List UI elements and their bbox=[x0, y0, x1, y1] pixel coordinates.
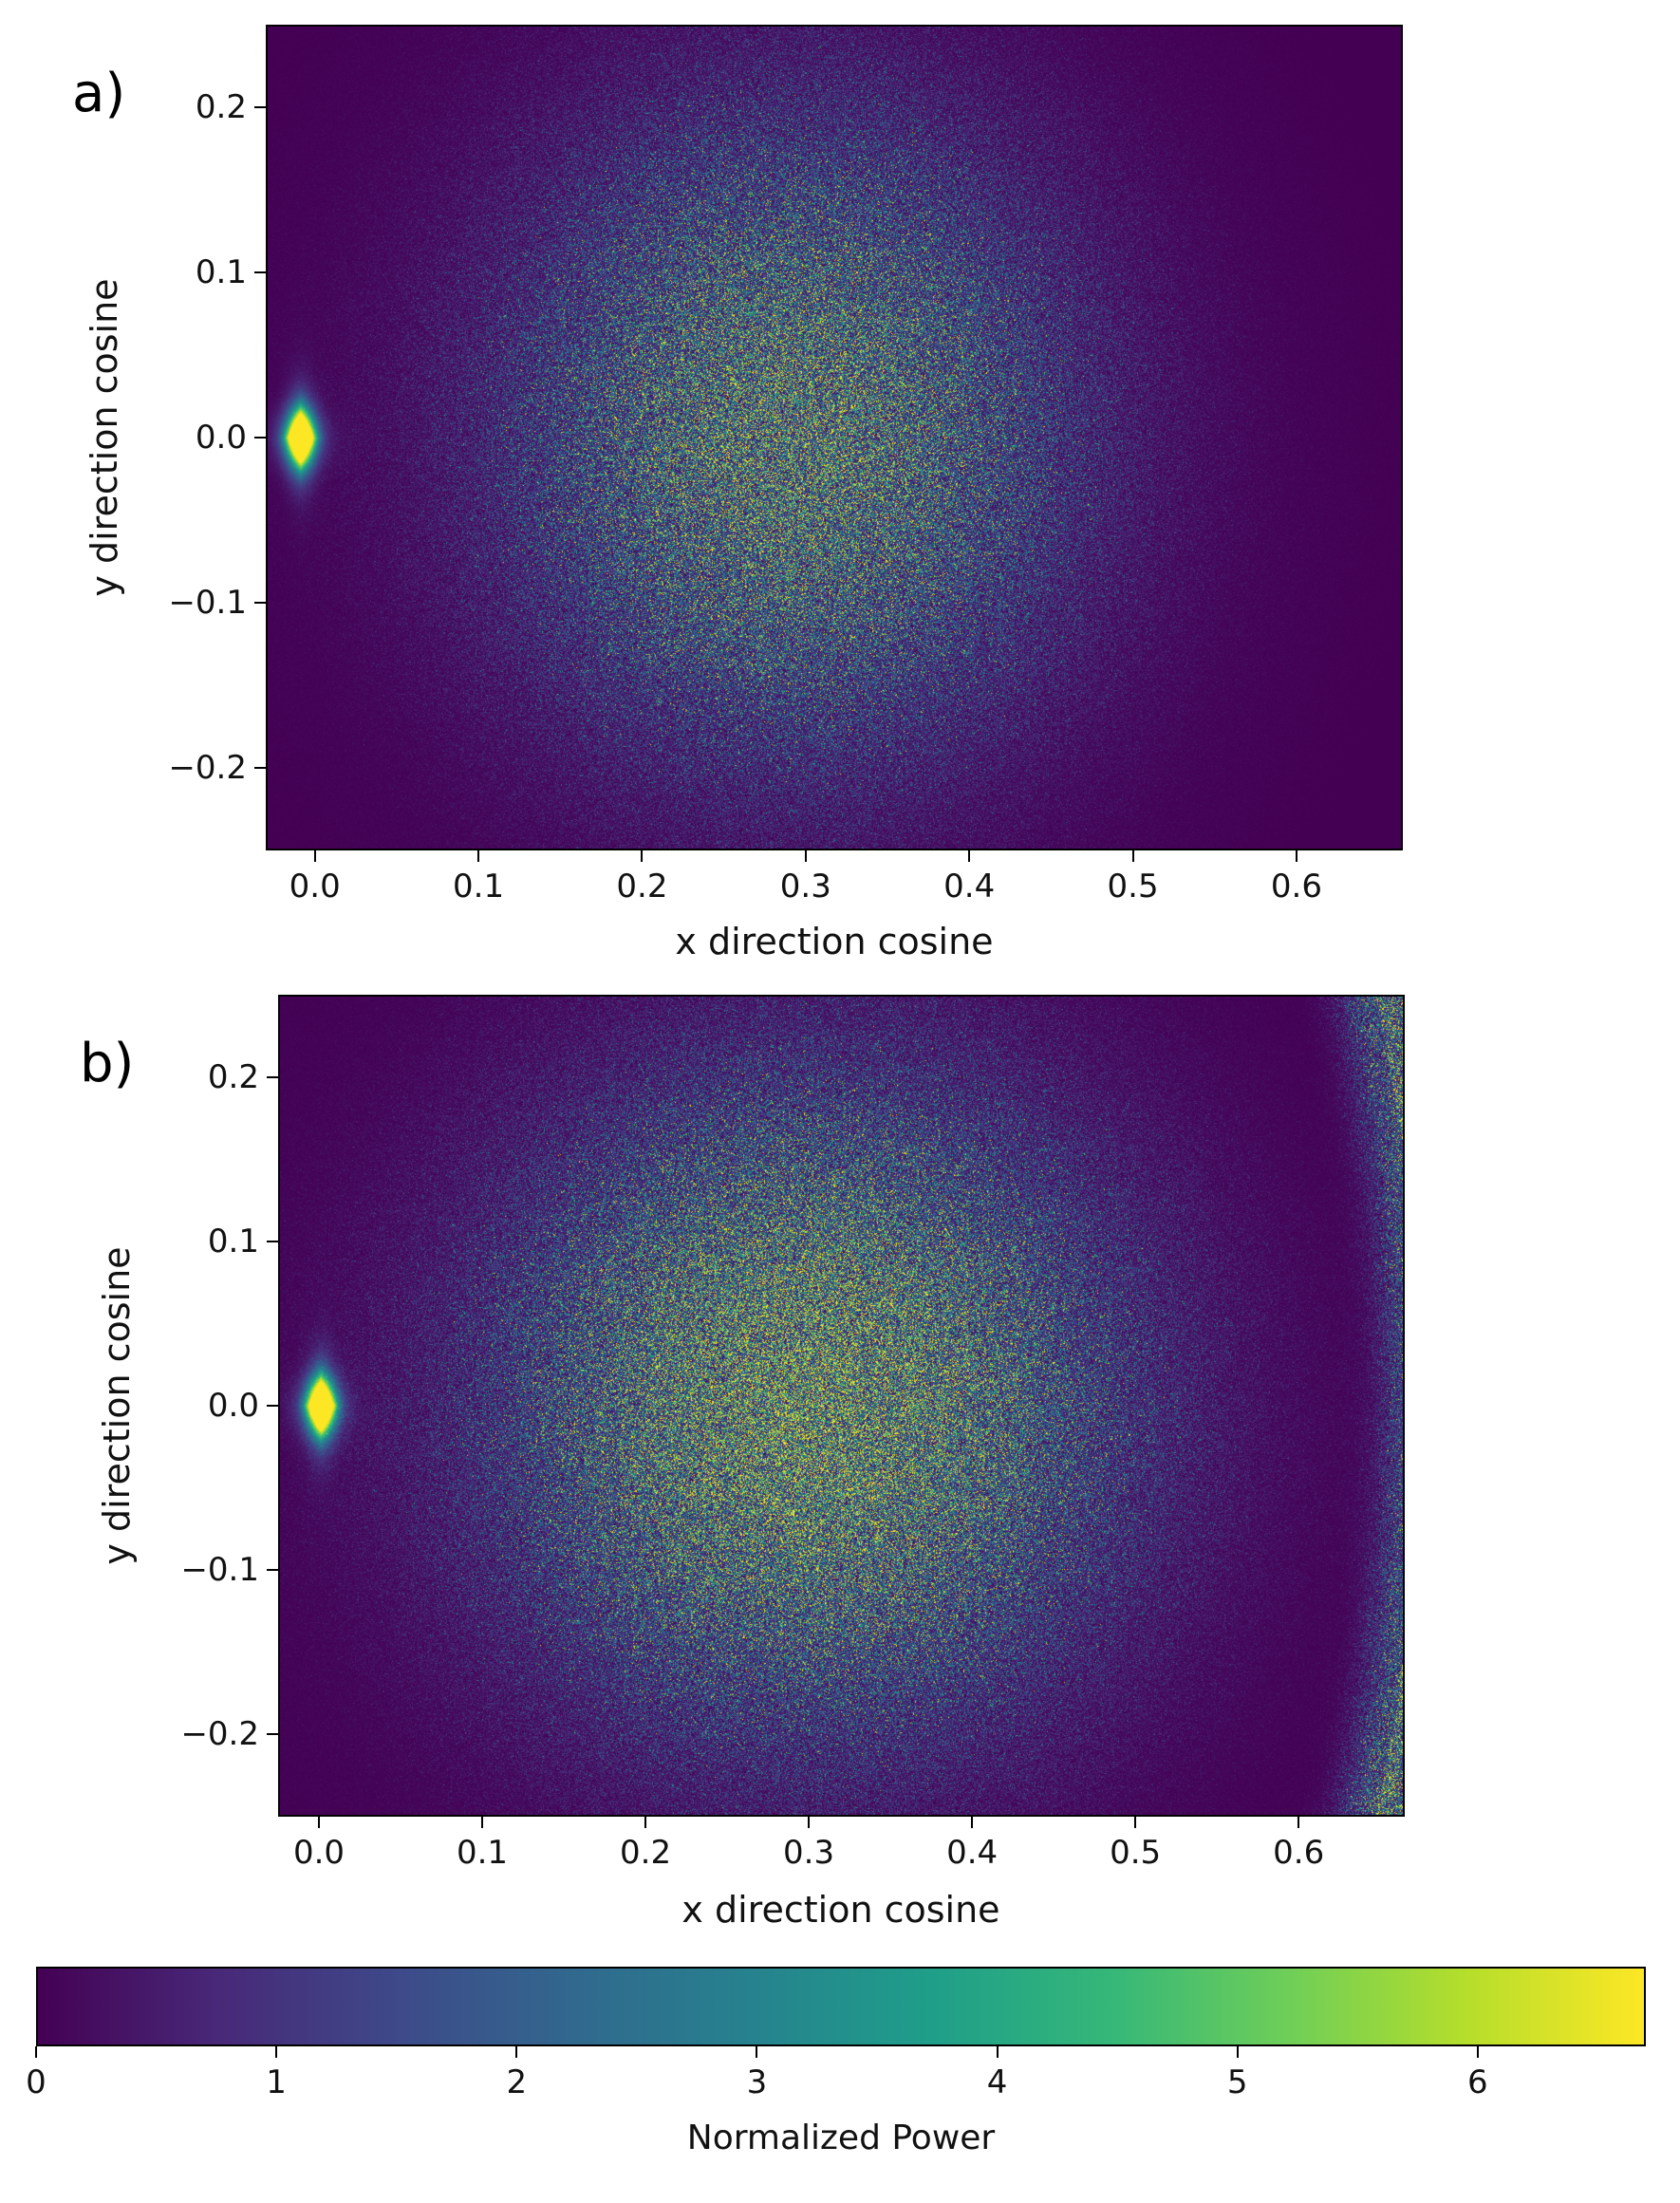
panel-b-ytick bbox=[267, 1569, 278, 1572]
panel-a-ytick bbox=[254, 767, 266, 769]
panel-a-xtick-label: 0.6 bbox=[1270, 868, 1322, 905]
panel-a-ytick-label: −0.1 bbox=[168, 584, 247, 622]
panel-b-xtick-label: 0.0 bbox=[292, 1834, 345, 1872]
panel-b-ytick-label: −0.2 bbox=[180, 1715, 259, 1754]
colorbar-tick bbox=[996, 2046, 999, 2058]
panel-a-heatmap-image bbox=[268, 27, 1401, 849]
colorbar-tick-label: 4 bbox=[986, 2063, 1008, 2101]
panel-b-ytick bbox=[267, 1075, 278, 1078]
panel-b-xtick bbox=[481, 1817, 484, 1828]
panel-b-ytick-label: 0.2 bbox=[207, 1057, 259, 1096]
panel-a-xtick bbox=[1295, 850, 1297, 862]
panel-a-xtick-label: 0.5 bbox=[1107, 868, 1159, 905]
panel-b-label: b) bbox=[80, 1033, 135, 1094]
panel-a-xtick-label: 0.2 bbox=[616, 868, 668, 905]
panel-a-xtick-label: 0.1 bbox=[453, 868, 505, 905]
panel-b-ylabel: y direction cosine bbox=[96, 1246, 138, 1565]
panel-a-ytick bbox=[254, 602, 266, 604]
colorbar-tick bbox=[275, 2046, 278, 2058]
colorbar-tick-label: 1 bbox=[266, 2063, 287, 2101]
panel-a-xlabel: x direction cosine bbox=[675, 921, 994, 962]
colorbar-tick-label: 3 bbox=[746, 2063, 768, 2101]
panel-b-xtick bbox=[1134, 1817, 1137, 1828]
panel-b-xtick bbox=[971, 1817, 974, 1828]
colorbar-tick bbox=[756, 2046, 758, 2058]
colorbar-tick-label: 0 bbox=[26, 2063, 47, 2101]
panel-a-ytick-label: 0.1 bbox=[195, 253, 247, 291]
panel-a-xtick bbox=[804, 850, 807, 862]
colorbar-tick-label: 5 bbox=[1226, 2063, 1248, 2101]
colorbar-tick-label: 2 bbox=[506, 2063, 528, 2101]
panel-a-ytick bbox=[254, 437, 266, 439]
panel-a-xtick bbox=[968, 850, 971, 862]
panel-b-xtick bbox=[644, 1817, 647, 1828]
panel-a-xtick-label: 0.0 bbox=[289, 868, 341, 905]
panel-b-xlabel: x direction cosine bbox=[681, 1889, 1000, 1931]
panel-b-xtick-label: 0.1 bbox=[456, 1834, 509, 1872]
panel-b-ytick-label: 0.1 bbox=[207, 1222, 259, 1260]
panel-a-xtick bbox=[477, 850, 480, 862]
panel-b-xtick-label: 0.6 bbox=[1273, 1834, 1325, 1872]
panel-b-ytick bbox=[267, 1733, 278, 1736]
panel-b-heatmap-image bbox=[280, 997, 1403, 1815]
panel-b-xtick bbox=[1297, 1817, 1300, 1828]
colorbar-tick-label: 6 bbox=[1466, 2063, 1488, 2101]
panel-a-ytick bbox=[254, 271, 266, 273]
panel-a-ytick-label: 0.2 bbox=[195, 88, 247, 126]
panel-a-xtick bbox=[313, 850, 316, 862]
panel-a-xtick-label: 0.4 bbox=[943, 868, 996, 905]
panel-a-xtick-label: 0.3 bbox=[779, 868, 831, 905]
panel-a-label: a) bbox=[72, 63, 126, 124]
panel-a-ytick bbox=[254, 106, 266, 108]
panel-b-ytick bbox=[267, 1240, 278, 1242]
colorbar-tick bbox=[515, 2046, 518, 2058]
panel-b-xtick bbox=[318, 1817, 320, 1828]
panel-b-xtick-label: 0.4 bbox=[946, 1834, 999, 1872]
colorbar-gradient bbox=[36, 1967, 1646, 2046]
panel-a-xtick bbox=[1131, 850, 1134, 862]
panel-a-heatmap bbox=[266, 25, 1403, 850]
panel-b-ytick-label: 0.0 bbox=[207, 1387, 259, 1425]
panel-b-heatmap bbox=[278, 995, 1405, 1817]
colorbar-label: Normalized Power bbox=[686, 2119, 996, 2157]
colorbar-tick bbox=[35, 2046, 37, 2058]
colorbar-tick bbox=[1476, 2046, 1479, 2058]
panel-b-ytick-label: −0.1 bbox=[180, 1551, 259, 1590]
panel-a: a) 0.0 0.1 0.2 0.3 0.4 0.5 0.6 0.2 0.1 0.0 −0.1 −0.… bbox=[0, 0, 1680, 968]
panel-b-xtick-label: 0.3 bbox=[783, 1834, 835, 1872]
panel-b-xtick bbox=[808, 1817, 811, 1828]
panel-a-ytick-label: 0.0 bbox=[195, 419, 247, 457]
panel-b-xtick-label: 0.5 bbox=[1110, 1834, 1162, 1872]
colorbar-tick bbox=[1236, 2046, 1239, 2058]
panel-b: b) 0.0 0.1 0.2 0.3 0.4 0.5 0.6 0.2 0.1 0.0 −0.1 −0.… bbox=[80, 995, 1405, 1931]
panel-b-ytick bbox=[267, 1405, 278, 1407]
panel-b-xtick-label: 0.2 bbox=[620, 1834, 672, 1872]
panel-a-xtick bbox=[641, 850, 644, 862]
panel-a-ytick-label: −0.2 bbox=[168, 749, 247, 787]
